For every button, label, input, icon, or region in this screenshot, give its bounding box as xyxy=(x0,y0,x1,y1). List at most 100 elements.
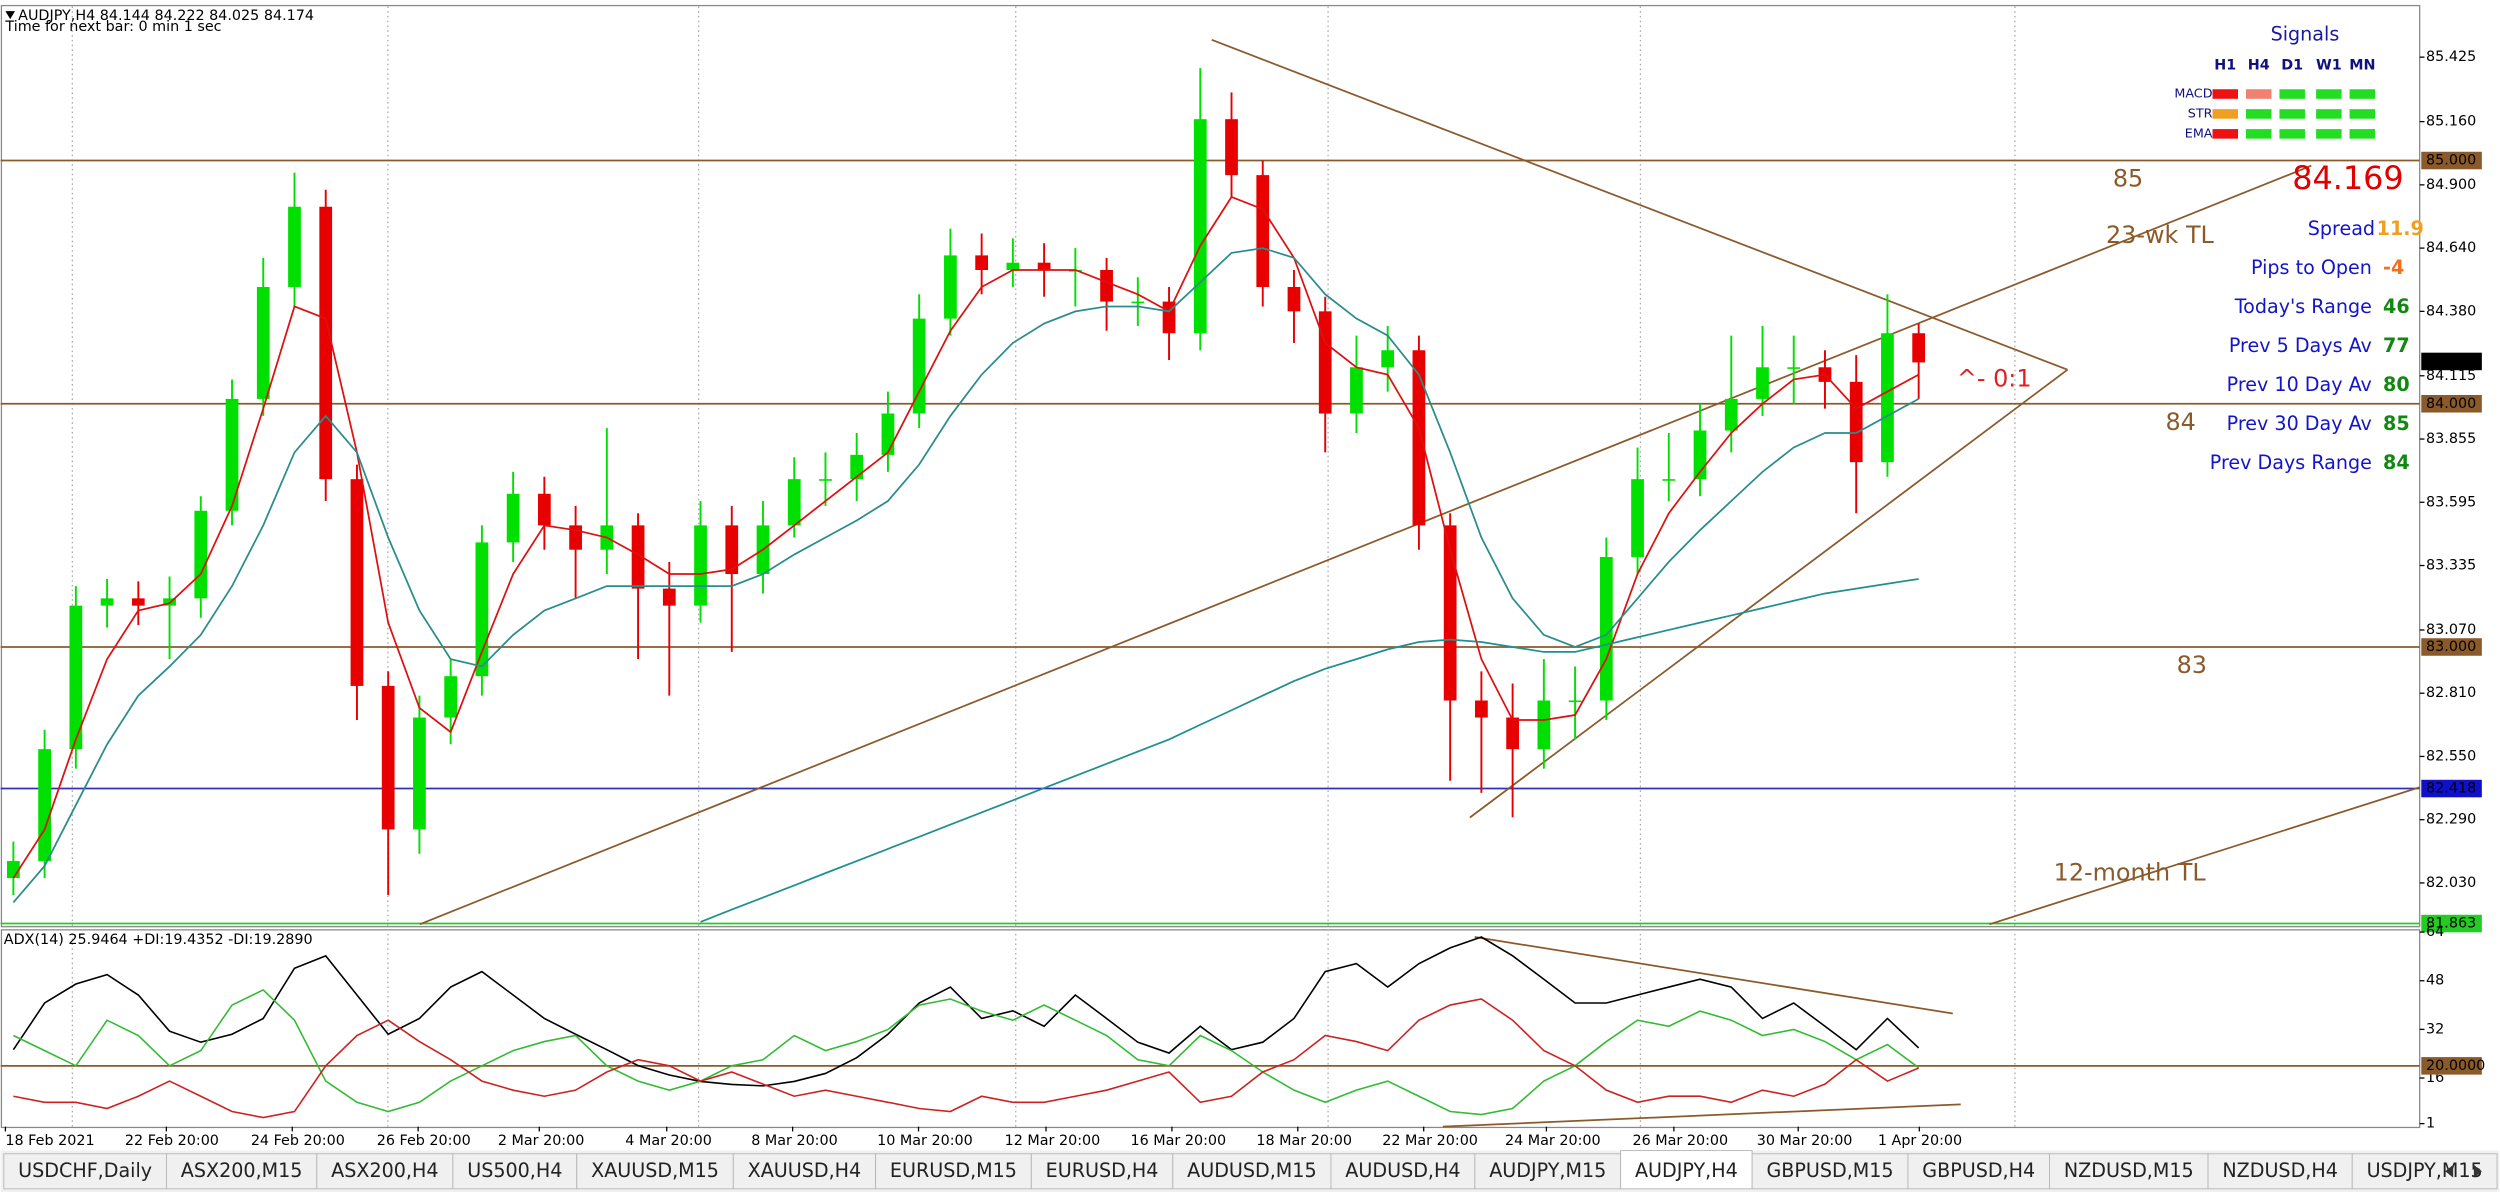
adx-trendline xyxy=(1442,1103,1961,1128)
signals-column: W1 xyxy=(2316,57,2342,73)
tab[interactable] xyxy=(1474,1153,1622,1190)
stat-value: -4 xyxy=(2383,256,2404,279)
tab-label[interactable]: EURUSD,M15 xyxy=(890,1159,1017,1182)
signal-cell xyxy=(2245,109,2272,119)
tab-label[interactable]: GBPUSD,H4 xyxy=(1922,1159,2035,1182)
candle-body xyxy=(1849,381,1863,463)
price-tag-label: 85.000 xyxy=(2426,153,2476,169)
tab-label[interactable]: XAUUSD,M15 xyxy=(591,1159,719,1182)
y-tick-label: 83.070 xyxy=(2426,622,2476,638)
line xyxy=(13,998,1919,1119)
adx-trendline xyxy=(1474,936,1953,1015)
candle-body xyxy=(1631,479,1644,557)
candle-body xyxy=(38,749,51,862)
tab[interactable] xyxy=(2351,1153,2498,1190)
tab[interactable] xyxy=(576,1153,734,1190)
trendlines xyxy=(419,39,2420,1128)
candle-body xyxy=(350,479,364,686)
y-tick-label: 84.640 xyxy=(2426,240,2476,256)
tab[interactable] xyxy=(1620,1150,1753,1190)
candle-body xyxy=(631,525,645,589)
candle-body xyxy=(1662,479,1676,481)
y-tick-label: 85.425 xyxy=(2426,49,2476,65)
tab-label[interactable]: AUDJPY,M15 xyxy=(1489,1159,1606,1182)
signal-cell xyxy=(2245,129,2272,139)
price-tag-label: 83.000 xyxy=(2426,639,2476,655)
candle-body xyxy=(975,255,989,270)
tab-label[interactable]: US500,H4 xyxy=(467,1159,562,1182)
y-tick-label: 82.810 xyxy=(2426,685,2476,701)
line xyxy=(12,195,1920,879)
x-tick-label: 24 Feb 20:00 xyxy=(251,1133,345,1149)
stat-label: Pips to Open xyxy=(2251,256,2372,279)
tab[interactable] xyxy=(732,1153,877,1190)
tab-label[interactable]: AUDUSD,M15 xyxy=(1187,1159,1316,1182)
tab-label[interactable]: USDJPY,M15 xyxy=(2367,1159,2483,1182)
candle-body xyxy=(850,454,864,480)
price-tag-label: 81.863 xyxy=(2426,916,2476,932)
y-tick-label: 82.030 xyxy=(2426,875,2476,891)
candle-body xyxy=(225,398,239,511)
x-tick-label: 24 Mar 20:00 xyxy=(1505,1133,1601,1149)
tab[interactable] xyxy=(3,1153,167,1190)
menu-arrow[interactable] xyxy=(5,11,15,20)
tab-label[interactable]: AUDJPY,H4 xyxy=(1635,1159,1738,1182)
tab[interactable] xyxy=(316,1153,454,1190)
candle-body xyxy=(912,318,926,414)
candle-body xyxy=(694,525,707,606)
candle-body xyxy=(413,717,426,830)
candle-body xyxy=(1100,269,1113,302)
candle-body xyxy=(100,598,114,606)
scroll-right[interactable] xyxy=(2473,1164,2482,1178)
tab-label[interactable]: GBPUSD,M15 xyxy=(1766,1159,1893,1182)
candle-body xyxy=(1037,262,1051,270)
y-tick-label: 82.290 xyxy=(2426,812,2476,828)
candle-body xyxy=(1318,311,1332,414)
candle-body xyxy=(1381,350,1395,368)
tab-label[interactable]: NZDUSD,H4 xyxy=(2222,1159,2338,1182)
tab-label[interactable]: AUDUSD,H4 xyxy=(1345,1159,1460,1182)
candle-body xyxy=(1475,700,1488,718)
level-label: 84 xyxy=(2165,408,2195,436)
candle-body xyxy=(662,588,676,606)
tab-label[interactable]: ASX200,H4 xyxy=(331,1159,438,1182)
tab[interactable] xyxy=(1330,1153,1476,1190)
x-tick-label: 22 Mar 20:00 xyxy=(1382,1133,1478,1149)
tab-label[interactable]: EURUSD,H4 xyxy=(1046,1159,1159,1182)
signal-cell xyxy=(2279,109,2305,119)
y-tick-label: 32 xyxy=(2426,1021,2444,1037)
tab-label[interactable]: XAUUSD,H4 xyxy=(748,1159,862,1182)
tabs: USDCHF,Daily ASX200,M15 ASX200,H4 US500,H4 X… xyxy=(3,1150,2498,1190)
candle-body xyxy=(475,542,489,677)
signal-cell xyxy=(2349,109,2376,119)
tab[interactable] xyxy=(165,1153,318,1190)
x-tick-label: 26 Mar 20:00 xyxy=(1632,1133,1728,1149)
tab-label[interactable]: USDCHF,Daily xyxy=(18,1159,152,1182)
signal-cell xyxy=(2245,89,2272,99)
y-tick-label: 84.900 xyxy=(2426,177,2476,193)
x-tick-label: 26 Feb 20:00 xyxy=(377,1133,471,1149)
price-tag xyxy=(2421,779,2482,798)
tab[interactable] xyxy=(875,1153,1032,1190)
signal-cell xyxy=(2279,89,2305,99)
signals-title: Signals xyxy=(2271,23,2340,46)
x-tick-label: 12 Mar 20:00 xyxy=(1005,1133,1101,1149)
candle-body xyxy=(819,479,832,481)
tab-label[interactable]: NZDUSD,M15 xyxy=(2064,1159,2194,1182)
tab[interactable] xyxy=(2207,1153,2353,1190)
y-tick-label: 48 xyxy=(2426,973,2444,989)
stat-label: Prev 10 Day Av xyxy=(2227,373,2372,396)
tab[interactable] xyxy=(1030,1153,1174,1190)
tab[interactable] xyxy=(1172,1153,1332,1190)
x-tick-label: 16 Mar 20:00 xyxy=(1130,1133,1226,1149)
price-tag xyxy=(2421,1057,2482,1075)
signals-row-label: EMA xyxy=(2185,126,2213,141)
tab-label[interactable]: ASX200,M15 xyxy=(181,1159,303,1182)
scroll-left[interactable] xyxy=(2445,1164,2454,1178)
tab[interactable] xyxy=(1751,1153,1909,1190)
trendline xyxy=(419,164,2312,926)
x-tick-label: 22 Feb 20:00 xyxy=(125,1133,219,1149)
stat-value: 11.9 xyxy=(2377,217,2424,240)
price-tag xyxy=(2421,151,2482,170)
x-tick-label: 1 Apr 20:00 xyxy=(1878,1133,1962,1149)
